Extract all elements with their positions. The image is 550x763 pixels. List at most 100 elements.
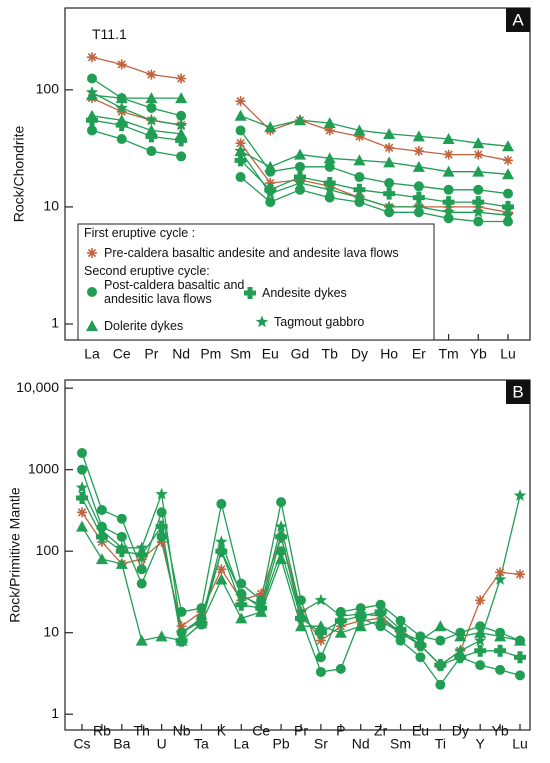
y-tick-label: 1000 xyxy=(28,460,59,476)
marker-triangle xyxy=(235,612,248,624)
x-tick-label: Pb xyxy=(273,736,290,752)
marker-star xyxy=(274,520,288,532)
marker-asterisk xyxy=(87,248,97,258)
marker-circle xyxy=(146,102,157,113)
marker-circle xyxy=(413,181,424,192)
marker-star xyxy=(442,205,455,218)
marker-circle xyxy=(77,464,87,475)
x-tick-label: Gd xyxy=(291,346,310,362)
marker-circle xyxy=(276,497,287,508)
marker-plus xyxy=(244,287,256,299)
marker-asterisk xyxy=(77,507,87,518)
x-tick-label: Pr xyxy=(294,723,308,739)
marker-plus xyxy=(323,177,336,190)
marker-plus xyxy=(295,612,307,625)
x-tick-label: Yb xyxy=(470,346,487,362)
x-tick-label: Yb xyxy=(492,723,509,739)
marker-star xyxy=(195,614,208,627)
panel-label-box xyxy=(506,8,530,32)
panel-label: A xyxy=(512,10,524,29)
marker-circle xyxy=(495,664,506,675)
marker-asterisk xyxy=(503,155,513,166)
marker-star xyxy=(334,609,347,622)
marker-triangle xyxy=(412,130,425,142)
marker-triangle xyxy=(454,630,467,642)
marker-triangle xyxy=(295,620,307,632)
marker-asterisk xyxy=(475,595,486,606)
marker-plus xyxy=(514,651,526,664)
marker-asterisk xyxy=(315,635,326,646)
marker-triangle xyxy=(95,553,108,565)
marker-plus xyxy=(383,187,396,200)
y-axis-label: Rock/Chondrite xyxy=(11,126,27,223)
marker-triangle xyxy=(502,140,514,152)
legend-entry-text: Pre-caldera basaltic andesite and andesi… xyxy=(104,246,399,260)
marker-triangle xyxy=(294,114,306,126)
x-tick-label: Lu xyxy=(512,736,528,752)
marker-asterisk xyxy=(116,59,127,70)
marker-star xyxy=(85,85,99,98)
x-tick-label: La xyxy=(233,736,249,752)
series-line xyxy=(91,129,508,223)
marker-circle xyxy=(235,172,246,183)
marker-circle xyxy=(295,184,305,195)
marker-triangle xyxy=(294,148,306,160)
marker-star xyxy=(394,626,407,638)
x-tick-label: La xyxy=(84,346,100,362)
x-tick-label: Eu xyxy=(412,723,429,739)
marker-star xyxy=(434,658,447,671)
marker-star xyxy=(255,315,269,328)
marker-star xyxy=(155,487,168,500)
series-line xyxy=(91,91,509,216)
marker-plus xyxy=(175,134,188,147)
marker-circle xyxy=(156,507,167,518)
marker-circle xyxy=(335,663,346,674)
marker-triangle xyxy=(472,137,485,149)
marker-star xyxy=(174,118,188,131)
marker-plus xyxy=(442,196,455,209)
marker-triangle xyxy=(442,165,455,177)
marker-asterisk xyxy=(116,106,127,117)
marker-circle xyxy=(136,564,147,575)
marker-triangle xyxy=(234,109,247,121)
marker-star xyxy=(255,598,268,611)
y-tick-label: 10 xyxy=(43,623,59,639)
marker-triangle xyxy=(472,165,485,177)
marker-star xyxy=(115,101,128,114)
marker-circle xyxy=(315,652,326,663)
marker-circle xyxy=(395,635,406,646)
marker-asterisk xyxy=(176,73,187,84)
series-line xyxy=(81,487,521,666)
marker-circle xyxy=(235,125,246,136)
marker-asterisk xyxy=(235,96,246,107)
marker-circle xyxy=(443,184,454,195)
marker-star xyxy=(135,541,148,554)
x-tick-label: Nd xyxy=(172,346,190,362)
legend-box xyxy=(77,223,435,341)
marker-star xyxy=(95,523,109,536)
marker-triangle xyxy=(175,127,188,139)
marker-triangle xyxy=(86,320,98,331)
marker-plus xyxy=(95,530,108,543)
legend-heading-text: Second eruptive cycle: xyxy=(84,264,210,278)
marker-star xyxy=(294,605,308,618)
legend-entry: Post-caldera basaltic and andesitic lava… xyxy=(104,278,244,306)
legend-entry-text: Andesite dykes xyxy=(262,286,347,300)
marker-plus xyxy=(235,598,248,611)
x-tick-label: Nd xyxy=(352,736,370,752)
marker-circle xyxy=(136,578,147,589)
marker-star xyxy=(314,593,328,606)
marker-circle xyxy=(503,188,513,199)
marker-star xyxy=(293,176,307,189)
marker-triangle xyxy=(155,630,168,642)
x-tick-label: Nb xyxy=(173,723,191,739)
x-tick-label: Eu xyxy=(262,346,279,362)
panel-label-box xyxy=(506,380,530,404)
marker-triangle xyxy=(442,133,455,145)
marker-plus xyxy=(155,520,168,533)
marker-circle xyxy=(435,635,446,646)
x-tick-label: K xyxy=(217,723,227,739)
x-tick-label: Ba xyxy=(113,736,130,752)
x-tick-label: Ce xyxy=(113,346,131,362)
